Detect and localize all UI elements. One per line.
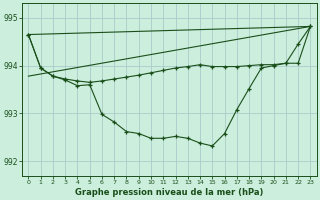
X-axis label: Graphe pression niveau de la mer (hPa): Graphe pression niveau de la mer (hPa) xyxy=(75,188,264,197)
